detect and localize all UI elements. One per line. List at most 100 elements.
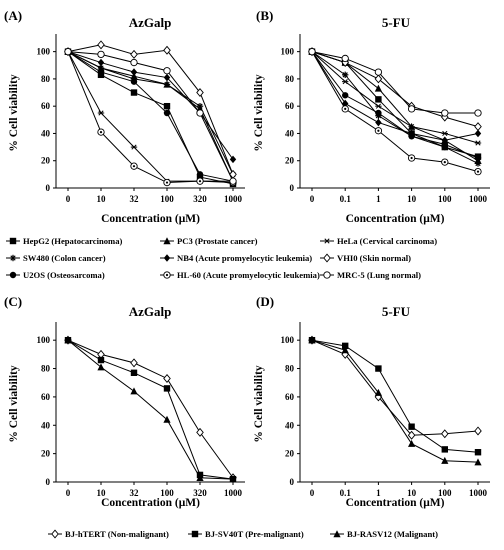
x-tick-label: 100 xyxy=(160,488,174,498)
data-point xyxy=(341,54,349,63)
y-axis-label: % Cell viability xyxy=(8,365,20,443)
chart-panel-3: (C) AzGalp % Cell viability Concentration (… xyxy=(4,294,245,509)
data-point xyxy=(97,128,105,136)
data-point xyxy=(130,89,138,96)
data-point xyxy=(474,140,482,146)
panel-letter: (C) xyxy=(4,294,22,309)
x-tick-label: 100 xyxy=(438,488,452,498)
x-tick-label: 320 xyxy=(193,488,207,498)
series-3 xyxy=(308,49,482,146)
y-tick-label: 60 xyxy=(41,392,51,402)
x-tick-label: 10 xyxy=(97,194,107,204)
x-tick-label: 0.1 xyxy=(340,488,352,498)
data-point xyxy=(375,96,382,103)
legend-marker xyxy=(9,271,17,279)
x-tick-label: 0 xyxy=(66,488,71,498)
data-point xyxy=(441,456,449,464)
x-tick-label: 32 xyxy=(130,194,140,204)
data-point xyxy=(130,78,138,85)
chart-title: 5-FU xyxy=(382,304,411,319)
data-point xyxy=(97,110,105,116)
data-point xyxy=(407,105,416,113)
legend-top: HepG2 (Hepatocarcinoma) PC3 (Prostate can… xyxy=(6,236,437,280)
legend-marker xyxy=(9,237,17,245)
data-point xyxy=(163,385,171,392)
legend-entry: HepG2 (Hepatocarcinoma) xyxy=(6,236,123,246)
series-line xyxy=(67,339,234,479)
data-point xyxy=(374,74,383,84)
data-point xyxy=(308,336,316,344)
x-tick-label: 32 xyxy=(130,488,140,498)
data-point xyxy=(163,178,171,187)
legend-entry: BJ-SV40T (Pre-malignant) xyxy=(188,529,304,539)
data-point xyxy=(163,45,171,55)
data-point xyxy=(441,446,448,453)
data-point xyxy=(408,439,416,447)
legend-label: HL-60 (Acute promyelocytic leukemia) xyxy=(177,270,320,280)
series-9 xyxy=(308,47,482,117)
y-tick-label: 80 xyxy=(41,364,51,374)
legend-entry: NB4 (Acute promyelocytic leukemia) xyxy=(160,253,312,263)
series-3 xyxy=(64,49,237,184)
series-line xyxy=(67,44,234,175)
panel-letter: (D) xyxy=(256,294,274,309)
panel-letter: (B) xyxy=(256,8,273,23)
data-point xyxy=(130,58,138,67)
x-axis-label: Concentration (μM) xyxy=(101,497,200,509)
series-line xyxy=(311,51,479,141)
legend-marker xyxy=(323,253,331,263)
series-line xyxy=(67,51,234,175)
x-tick-label: 1000 xyxy=(469,194,488,204)
data-point xyxy=(97,68,105,76)
series-line xyxy=(67,339,234,480)
x-tick-label: 10 xyxy=(407,194,417,204)
data-point xyxy=(474,109,482,117)
series-5 xyxy=(308,47,482,145)
series-6 xyxy=(308,47,482,132)
x-tick-label: 1 xyxy=(376,488,381,498)
data-point xyxy=(130,162,138,170)
data-point xyxy=(474,458,482,466)
data-point xyxy=(441,141,448,148)
data-point xyxy=(474,160,482,167)
x-tick-label: 1000 xyxy=(224,488,243,498)
legend-label: BJ-hTERT (Non-malignant) xyxy=(65,529,169,539)
data-point xyxy=(408,132,415,140)
legend-marker xyxy=(323,271,331,279)
chart-panel-1: (A) AzGalp % Cell viability Concentration (… xyxy=(4,8,245,225)
chart-title: AzGalp xyxy=(129,15,172,30)
series-line xyxy=(311,51,479,158)
data-point xyxy=(408,423,415,430)
data-point xyxy=(407,430,416,440)
legend-label: MRC-5 (Lung normal) xyxy=(337,270,421,280)
data-point xyxy=(196,102,204,110)
y-tick-label: 40 xyxy=(285,128,295,138)
y-tick-label: 100 xyxy=(281,47,295,57)
data-point xyxy=(441,429,449,439)
y-axis-label: % Cell viability xyxy=(8,74,20,152)
legend-entry: SW480 (Colon cancer) xyxy=(6,253,106,263)
chart-title: AzGalp xyxy=(129,304,172,319)
x-tick-label: 0 xyxy=(66,194,71,204)
legend-entry: U2OS (Osteosarcoma) xyxy=(6,270,105,280)
y-tick-label: 40 xyxy=(285,420,295,430)
series-line xyxy=(311,51,478,114)
data-point xyxy=(474,154,482,162)
x-tick-label: 320 xyxy=(193,194,207,204)
data-point xyxy=(196,473,204,481)
data-point xyxy=(375,109,382,117)
data-point xyxy=(130,68,138,76)
data-point xyxy=(64,336,72,344)
y-tick-label: 80 xyxy=(41,74,51,84)
data-point xyxy=(196,88,204,98)
data-point xyxy=(375,103,382,109)
x-axis-label: Concentration (μM) xyxy=(346,213,445,225)
legend-marker xyxy=(163,237,171,245)
series-3 xyxy=(308,336,482,466)
legend-label: BJ-SV40T (Pre-malignant) xyxy=(205,529,304,539)
legend-label: VHI0 (Skin normal) xyxy=(337,253,411,263)
data-point xyxy=(196,427,204,437)
x-tick-label: 0 xyxy=(310,488,315,498)
legend-label: SW480 (Colon cancer) xyxy=(23,253,106,263)
y-tick-label: 0 xyxy=(46,477,51,487)
